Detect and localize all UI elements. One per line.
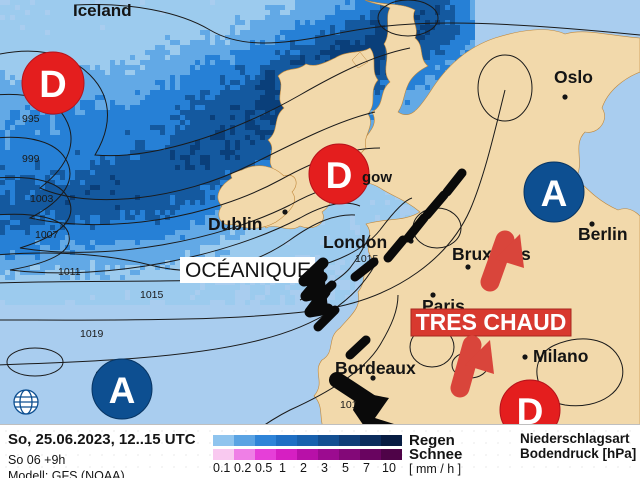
svg-text:A: A [541,173,568,214]
svg-text:Oslo: Oslo [554,67,593,87]
svg-text:Bordeaux: Bordeaux [335,358,416,378]
svg-text:gow: gow [362,169,392,186]
svg-text:TRES CHAUD: TRES CHAUD [416,309,567,335]
svg-text:1007: 1007 [35,229,59,241]
svg-text:1015: 1015 [140,289,164,301]
svg-text:1003: 1003 [30,193,54,205]
svg-text:OCÉANIQUE: OCÉANIQUE [185,259,311,282]
svg-text:Dublin: Dublin [208,214,262,234]
svg-text:999: 999 [22,153,40,165]
svg-text:1019: 1019 [80,328,104,340]
svg-text:995: 995 [22,113,40,125]
svg-text:Iceland: Iceland [73,1,132,20]
svg-text:1011: 1011 [58,266,81,278]
svg-text:D: D [39,64,66,106]
svg-text:D: D [326,155,353,196]
svg-text:London: London [323,232,387,252]
svg-text:Berlin: Berlin [578,224,628,244]
svg-text:A: A [109,370,136,411]
svg-text:Milano: Milano [533,346,588,366]
